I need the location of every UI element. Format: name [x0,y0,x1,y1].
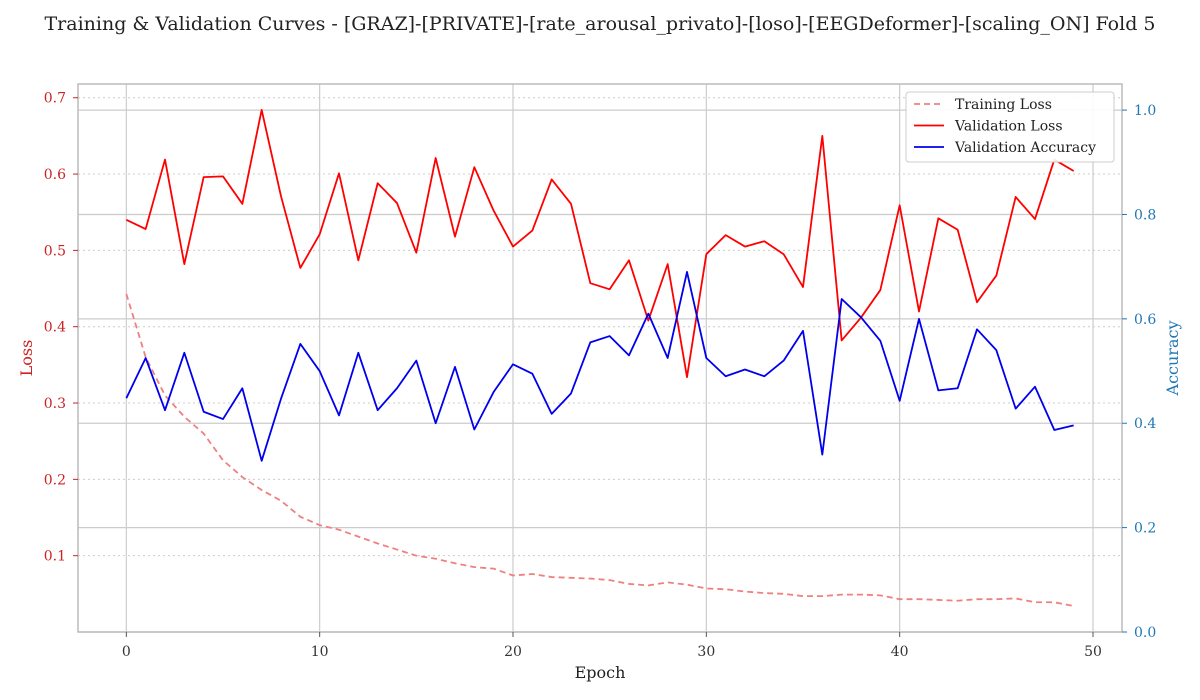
legend-label-validation-accuracy: Validation Accuracy [954,140,1096,156]
series-line-validation-loss [125,109,1075,378]
y-axis-right-label: Accuracy [1163,321,1182,397]
chart-title: Training & Validation Curves - [GRAZ]-[P… [45,13,1156,35]
x-tick-label: 0 [122,644,131,660]
series-line-validation-accuracy [125,270,1074,462]
y-right-tick-label: 0.2 [1134,521,1156,537]
series-layer [125,109,1075,607]
y-left-tick-label: 0.4 [44,320,66,336]
legend: Training Loss Validation Loss Validation A… [905,91,1115,163]
y-axis-right: 0.0 0.2 0.4 0.6 0.8 1.0 [1122,103,1156,641]
x-tick-label: 10 [311,644,329,660]
y-axis-left-label: Loss [17,340,36,377]
y-right-tick-label: 1.0 [1134,103,1156,119]
y-axis-left: 0.1 0.2 0.3 0.4 0.5 0.6 0.7 [44,91,78,565]
y-left-tick-label: 0.6 [44,167,66,183]
x-tick-label: 30 [697,644,715,660]
grid-layer [78,84,1122,633]
y-left-tick-label: 0.2 [44,472,66,488]
y-right-tick-label: 0.0 [1134,625,1156,641]
legend-box [905,91,1115,163]
series-line-training-loss [125,293,1074,607]
y-right-tick-label: 0.8 [1134,207,1156,223]
legend-label-training-loss: Training Loss [955,97,1052,113]
x-tick-label: 50 [1084,644,1102,660]
x-tick-label: 20 [504,644,522,660]
y-left-tick-label: 0.3 [44,396,66,412]
y-left-tick-label: 0.7 [44,91,66,107]
plot-frame [77,83,1123,633]
x-axis: 0 10 20 30 40 50 [122,632,1102,660]
x-axis-label: Epoch [575,663,626,682]
y-right-tick-label: 0.4 [1134,416,1156,432]
x-tick-label: 40 [891,644,909,660]
y-right-tick-label: 0.6 [1134,312,1156,328]
y-left-tick-label: 0.5 [44,243,66,259]
legend-label-validation-loss: Validation Loss [954,119,1063,135]
y-left-tick-label: 0.1 [44,549,66,565]
